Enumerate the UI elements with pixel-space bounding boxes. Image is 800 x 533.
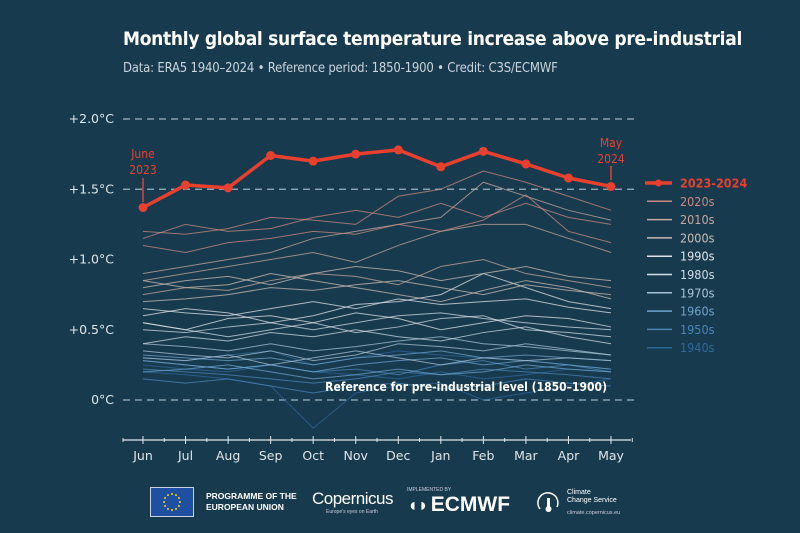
decade-line-2020s	[142, 202, 612, 239]
legend-marker	[655, 179, 662, 187]
y-tick-label: 0°C	[91, 392, 114, 407]
decade-line-1990s	[142, 298, 612, 317]
x-tick-label: Jun	[132, 448, 153, 463]
annotation-end: 2024	[597, 152, 625, 166]
x-tick-label: Mar	[514, 448, 538, 463]
annotation-start: 2023	[129, 163, 156, 177]
x-tick-label: Dec	[386, 448, 410, 463]
decade-line-1990s	[142, 312, 612, 331]
eu-flag-icon	[150, 487, 194, 517]
ecmwf-logo: IMPLEMENTED BY ◖◗ ECMWF	[407, 484, 510, 520]
ecmwf-wordmark: ECMWF	[430, 493, 511, 516]
decade-line-1950s	[142, 378, 612, 394]
decade-line-1990s	[142, 273, 612, 324]
c3s-url: climate.copernicus.eu	[567, 509, 621, 516]
decade-line-1980s	[142, 315, 612, 338]
decade-line-2010s	[142, 223, 612, 282]
x-tick-label: Apr	[558, 448, 580, 463]
highlight-point	[308, 156, 318, 166]
x-tick-label: Oct	[302, 448, 324, 463]
decade-line-1960s	[142, 350, 612, 366]
decade-line-2010s	[142, 258, 612, 296]
decade-lines	[142, 170, 612, 429]
decade-line-2010s	[142, 181, 612, 275]
y-tick-label: +0.5°C	[69, 322, 115, 337]
implemented-by-text: IMPLEMENTED BY	[407, 487, 452, 493]
decade-line-1980s	[142, 326, 612, 345]
legend-label-1990s: 1990s	[680, 249, 715, 264]
highlight-point	[181, 180, 191, 190]
decade-line-1970s	[142, 350, 612, 366]
highlight-line-2023-2024	[142, 148, 612, 210]
decade-line-2000s	[142, 266, 612, 289]
copernicus-wordmark: Copernicus	[312, 489, 394, 508]
annotation-start: June	[130, 147, 155, 161]
x-tick-label: Jul	[177, 448, 193, 463]
chart-subtitle: Data: ERA5 1940–2024 • Reference period:…	[123, 61, 558, 76]
decade-line-1970s	[142, 336, 612, 356]
legend-label-1970s: 1970s	[680, 285, 715, 300]
highlight-point	[521, 159, 531, 169]
highlight-point	[351, 149, 361, 159]
legend-label-1950s: 1950s	[680, 322, 715, 337]
x-tick-label: Sep	[259, 448, 283, 463]
decade-line-1980s	[142, 312, 612, 334]
y-tick-label: +1.0°C	[69, 252, 115, 267]
y-tick-label: +2.0°C	[69, 111, 115, 126]
decade-line-1970s	[142, 343, 612, 362]
copernicus-tagline: Europe's eyes on Earth	[326, 509, 378, 515]
legend-label-2023-2024: 2023-2024	[680, 176, 747, 191]
decade-line-2000s	[142, 273, 612, 303]
decade-line-1940s	[142, 364, 612, 380]
x-tick-label: Nov	[344, 448, 369, 463]
copernicus-logo: Copernicus Europe's eyes on Earth	[312, 484, 394, 520]
legend-label-2010s: 2010s	[680, 212, 715, 227]
x-tick-label: Aug	[216, 448, 240, 463]
highlight-point	[393, 145, 403, 155]
chart-title: Monthly global surface temperature incre…	[123, 28, 743, 50]
highlight-point	[266, 151, 276, 161]
highlight-point	[436, 162, 446, 172]
highlight-point	[478, 146, 488, 156]
decade-line-1950s	[142, 368, 612, 384]
c3s-name: Climate Change Service	[567, 488, 617, 504]
highlight-point	[223, 183, 233, 193]
highlight-point	[138, 203, 148, 213]
y-tick-label: +1.5°C	[69, 181, 115, 196]
legend-label-1960s: 1960s	[680, 304, 715, 319]
eu-programme-text: PROGRAMME OF THE EUROPEAN UNION	[206, 491, 297, 512]
annotation-end: May	[600, 136, 623, 150]
decade-line-1960s	[142, 364, 612, 380]
ecmwf-symbol-icon: ◖◗	[407, 494, 429, 515]
x-tick-label: Feb	[472, 448, 494, 463]
c3s-logo: Climate Change Service climate.copernicu…	[535, 484, 620, 520]
highlight-point	[606, 181, 616, 191]
eu-logo: PROGRAMME OF THE EUROPEAN UNION	[150, 484, 297, 520]
highlight-point	[563, 173, 573, 183]
x-tick-label: May	[598, 448, 624, 463]
decade-line-2020s	[142, 170, 612, 235]
decade-line-1940s	[142, 371, 612, 429]
decade-line-2020s	[142, 194, 612, 253]
legend-label-1980s: 1980s	[680, 267, 715, 282]
legend-label-2020s: 2020s	[680, 194, 715, 209]
decade-line-2000s	[142, 280, 612, 303]
legend-label-1940s: 1940s	[680, 340, 715, 355]
reference-label: Reference for pre-industrial level (1850…	[325, 380, 607, 394]
decade-line-1960s	[142, 357, 612, 373]
c3s-thermometer-icon	[537, 492, 559, 512]
x-tick-label: Jan	[430, 448, 450, 463]
legend-label-2000s: 2000s	[680, 230, 715, 245]
